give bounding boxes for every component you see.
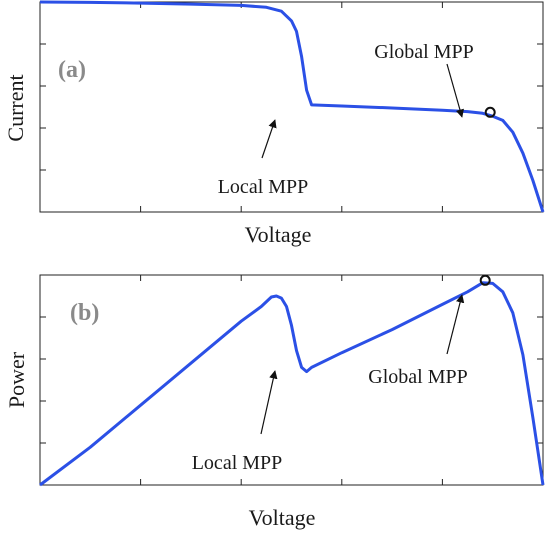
annotation-global-mpp-b: Global MPP: [368, 366, 467, 388]
series-line-a: [39, 0, 545, 213]
arrow-global-mpp-b: [446, 294, 465, 355]
y-axis-title-a: Current: [3, 74, 28, 141]
tick-marks-a: [40, 2, 543, 212]
annotation-global-mpp-a: Global MPP: [374, 41, 473, 63]
y-axis-title-b: Power: [4, 351, 29, 408]
x-axis-title-b: Voltage: [249, 505, 316, 530]
x-axis-title-a: Voltage: [245, 222, 312, 247]
tick-marks-b: [40, 275, 543, 485]
panel-label-a: (a): [58, 57, 86, 83]
arrow-local-mpp-a: [261, 119, 277, 159]
panel-a: (a) Current Voltage Local MPP Global MPP: [3, 0, 545, 247]
panel-b: (b) Power Voltage Local MPP Global MPP: [4, 274, 545, 530]
series-line-b: [39, 281, 545, 487]
global-mpp-marker-b: [479, 274, 491, 286]
global-mpp-marker-a: [484, 106, 496, 118]
plot-frame-b: [39, 274, 544, 486]
panel-label-b: (b): [70, 300, 99, 326]
plot-frame-a: [39, 1, 544, 213]
annotation-local-mpp-a: Local MPP: [218, 176, 309, 198]
arrow-local-mpp-b: [260, 370, 278, 435]
arrow-global-mpp-a: [446, 63, 464, 118]
annotation-local-mpp-b: Local MPP: [192, 452, 283, 474]
